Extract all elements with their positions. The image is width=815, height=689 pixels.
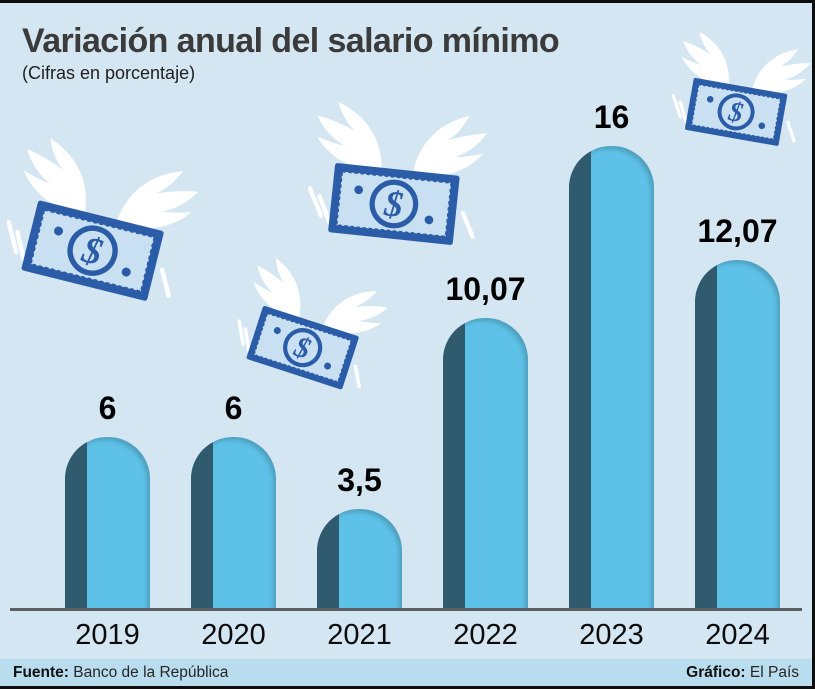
title-block: Variación anual del salario mínimo (Cifr… xyxy=(22,22,560,84)
x-axis-label: 2022 xyxy=(453,619,518,651)
credit-value: El País xyxy=(749,663,799,681)
bar-column-2022: 10,07 xyxy=(443,271,528,611)
bar-column-2024: 12,07 xyxy=(695,213,780,611)
bar-value-label: 16 xyxy=(593,99,630,135)
bar-2019 xyxy=(65,437,150,611)
bar-2021 xyxy=(317,509,402,611)
bar-2023 xyxy=(569,146,654,611)
x-axis-label: 2024 xyxy=(705,619,770,651)
bar-2020 xyxy=(191,437,276,611)
bar-column-2019: 6 xyxy=(65,390,150,611)
credit-label: Gráfico: xyxy=(686,663,746,681)
bar-2024 xyxy=(695,260,780,611)
bar-column-2023: 16 xyxy=(569,99,654,611)
x-axis-label: 2023 xyxy=(579,619,644,651)
chart-subtitle: (Cifras en porcentaje) xyxy=(22,63,196,84)
x-axis-line xyxy=(10,608,802,611)
x-axis-labels: 2019 2020 2021 2022 2023 2024 xyxy=(65,619,780,652)
chart-title: Variación anual del salario mínimo xyxy=(22,22,560,60)
bar-value-label: 10,07 xyxy=(445,271,526,307)
bar-column-2020: 6 xyxy=(191,390,276,611)
source-value: Banco de la República xyxy=(73,663,229,681)
x-axis-label: 2020 xyxy=(201,619,266,651)
bar-value-label: 6 xyxy=(224,390,243,426)
footer-bar: Fuente: Banco de la República Gráfico: E… xyxy=(0,659,812,686)
x-axis-label: 2021 xyxy=(327,619,392,651)
bar-column-2021: 3,5 xyxy=(317,462,402,611)
bar-2022 xyxy=(443,318,528,611)
graphic-credit: Gráfico: El País xyxy=(686,664,799,682)
bar-chart: 6 6 3,5 10,07 16 12,07 xyxy=(65,3,780,611)
bar-value-label: 3,5 xyxy=(337,462,382,498)
source-credit: Fuente: Banco de la República xyxy=(13,664,228,682)
x-axis-label: 2019 xyxy=(75,619,140,651)
bar-value-label: 12,07 xyxy=(697,213,778,249)
bar-value-label: 6 xyxy=(98,390,117,426)
source-label: Fuente: xyxy=(13,663,69,681)
